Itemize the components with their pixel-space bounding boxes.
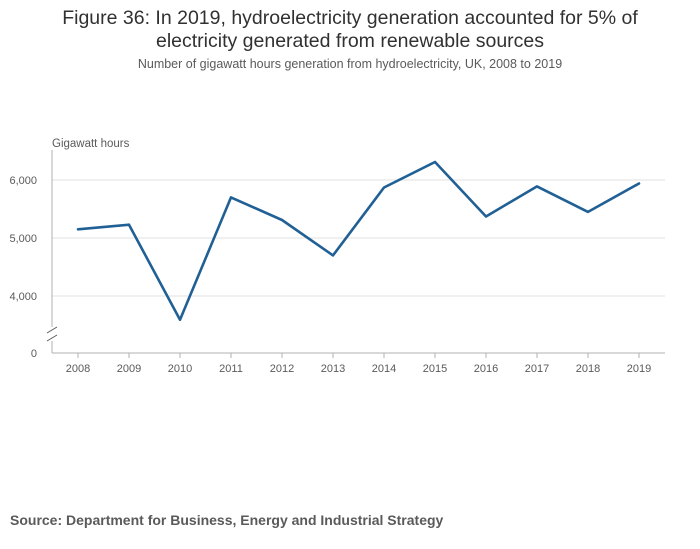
x-tick-label: 2012 — [270, 363, 294, 375]
y-tick-label-zero: 0 — [31, 348, 37, 360]
y-tick-label: 6,000 — [9, 175, 37, 187]
source-note: Source: Department for Business, Energy … — [10, 512, 444, 528]
x-tick-label: 2009 — [117, 363, 141, 375]
x-tick-label: 2011 — [219, 363, 243, 375]
x-tick-label: 2018 — [576, 363, 600, 375]
x-tick-label: 2008 — [66, 363, 90, 375]
x-tick-label: 2019 — [627, 363, 651, 375]
axis-break-mark — [46, 334, 58, 342]
y-tick-label: 4,000 — [9, 291, 37, 303]
series-line-hydroelectricity — [76, 160, 641, 322]
chart-title-line-2: electricity generated from renewable sou… — [155, 30, 545, 52]
axis-break-mark — [46, 326, 58, 334]
chart-title-line-1: Figure 36: In 2019, hydroelectricity gen… — [62, 7, 638, 29]
chart-subtitle: Number of gigawatt hours generation from… — [137, 57, 563, 71]
y-tick-label: 5,000 — [9, 233, 37, 245]
x-tick-label: 2015 — [423, 363, 447, 375]
x-tick-label: 2010 — [168, 363, 192, 375]
chart-title: Figure 36: In 2019, hydroelectricity gen… — [0, 7, 700, 53]
y-axis-label: Gigawatt hours — [52, 138, 130, 150]
x-tick-label: 2017 — [525, 363, 549, 375]
x-tick-label: 2016 — [474, 363, 498, 375]
x-tick-label: 2014 — [372, 363, 396, 375]
x-tick-label: 2013 — [321, 363, 345, 375]
